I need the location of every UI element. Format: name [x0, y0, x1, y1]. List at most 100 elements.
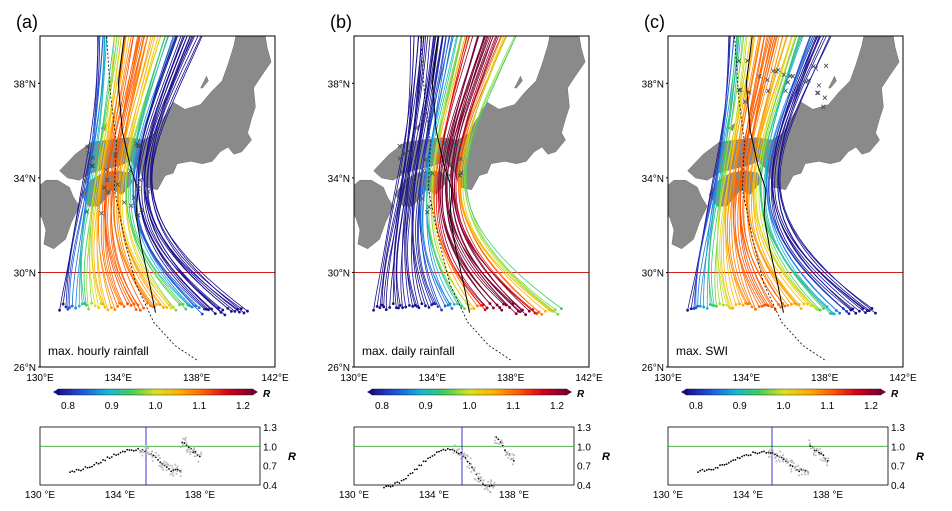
r-point-secondary: [481, 484, 483, 487]
track-start-dot: [58, 308, 61, 312]
r-point: [488, 485, 491, 488]
r-point: [71, 470, 74, 472]
max-location-marker: [443, 144, 449, 149]
r-point: [512, 459, 515, 462]
r-point-secondary: [181, 444, 184, 446]
r-point: [385, 485, 388, 488]
r-point-secondary: [767, 452, 770, 455]
track-start-dot: [443, 304, 447, 308]
r-axis-tick-label: 0.7: [263, 462, 277, 473]
r-point-secondary: [182, 437, 185, 440]
track-line: [752, 36, 805, 305]
r-point-secondary: [466, 465, 469, 468]
max-location-marker: [115, 182, 120, 187]
land-kyushu: [668, 179, 708, 250]
r-point-secondary: [483, 488, 486, 491]
longitude-label: 138°E: [811, 373, 839, 384]
track-line: [699, 36, 738, 307]
r-point: [754, 451, 757, 454]
track-start-dot: [90, 301, 94, 305]
r-point-secondary: [186, 450, 189, 453]
r-point: [126, 448, 129, 451]
r-point-secondary: [809, 442, 812, 445]
max-location-marker: [441, 140, 447, 146]
track-start-dot: [380, 303, 384, 307]
track-start-dot: [864, 311, 867, 315]
r-point: [820, 452, 823, 455]
r-point: [181, 441, 184, 444]
colorbar: [371, 388, 568, 396]
r-point: [732, 459, 735, 462]
r-point-secondary: [804, 473, 806, 476]
track-start-dot: [500, 308, 504, 312]
r-point-secondary: [174, 463, 177, 466]
r-point: [464, 457, 467, 459]
best-track-line: [117, 36, 156, 313]
max-location-marker: [458, 170, 464, 175]
track-start-dot: [167, 303, 171, 307]
r-point: [422, 460, 425, 463]
track-line: [719, 36, 752, 308]
r-point: [813, 449, 816, 452]
track-line: [80, 36, 107, 305]
track-line: [135, 36, 205, 310]
max-location-marker: [103, 167, 109, 173]
r-point-secondary: [157, 454, 160, 457]
max-location-marker: [449, 162, 454, 167]
r-point: [75, 468, 78, 471]
r-point-secondary: [821, 459, 824, 462]
latitude-label: 26°N: [14, 363, 36, 374]
r-point: [383, 486, 385, 489]
panel-label: (a): [16, 12, 38, 32]
track-line: [455, 36, 536, 314]
track-start-dot: [200, 312, 204, 316]
colorbar-low-arrow: [681, 389, 686, 395]
track-start-dot: [378, 306, 382, 310]
r-profile-chart: 1.3 1.0 0.7 0.4 R 130 °E 134 °E 138 °E: [25, 423, 296, 501]
r-point: [789, 464, 792, 466]
r-profile-chart: 1.3 1.0 0.7 0.4 R 130 °E 134 °E 138 °E: [339, 423, 610, 501]
r-point-secondary: [185, 441, 188, 444]
r-point-secondary: [161, 466, 164, 469]
r-point: [433, 454, 436, 456]
max-location-marker: [765, 88, 771, 94]
r-point-secondary: [826, 461, 829, 464]
track-start-dot: [420, 302, 424, 306]
r-point-secondary: [151, 456, 154, 459]
track-start-dot: [857, 309, 861, 313]
r-point-secondary: [825, 457, 828, 460]
track-start-dot: [87, 307, 90, 311]
max-location-marker: [445, 153, 451, 158]
r-point: [809, 445, 812, 447]
track-line: [755, 36, 815, 307]
r-point-secondary: [459, 457, 462, 460]
track-line: [777, 36, 868, 311]
r-point-secondary: [499, 445, 502, 448]
r-point-secondary: [480, 479, 483, 482]
r-point: [444, 449, 447, 452]
r-point: [396, 481, 399, 483]
r-point-secondary: [159, 465, 162, 468]
r-point-secondary: [164, 463, 167, 466]
colorbar: [685, 388, 882, 396]
r-point: [93, 463, 96, 466]
r-point-secondary: [490, 480, 492, 483]
r-point-secondary: [145, 451, 148, 454]
track-line: [442, 36, 501, 308]
latitude-label: 34°N: [328, 174, 350, 185]
r-point-secondary: [768, 449, 771, 452]
r-point: [117, 453, 120, 456]
r-axis-tick-label: 0.7: [891, 462, 905, 473]
r-point-secondary: [184, 444, 187, 447]
r-point: [73, 470, 76, 473]
r-point-secondary: [487, 480, 490, 483]
r-point: [187, 446, 190, 449]
track-line: [407, 36, 439, 307]
max-location-marker: [757, 73, 762, 79]
r-point-secondary: [478, 480, 481, 483]
track-start-dot: [372, 308, 375, 312]
r-point: [427, 457, 429, 460]
track-line: [112, 36, 149, 304]
track-start-dot: [70, 304, 74, 308]
r-point-secondary: [775, 452, 778, 455]
